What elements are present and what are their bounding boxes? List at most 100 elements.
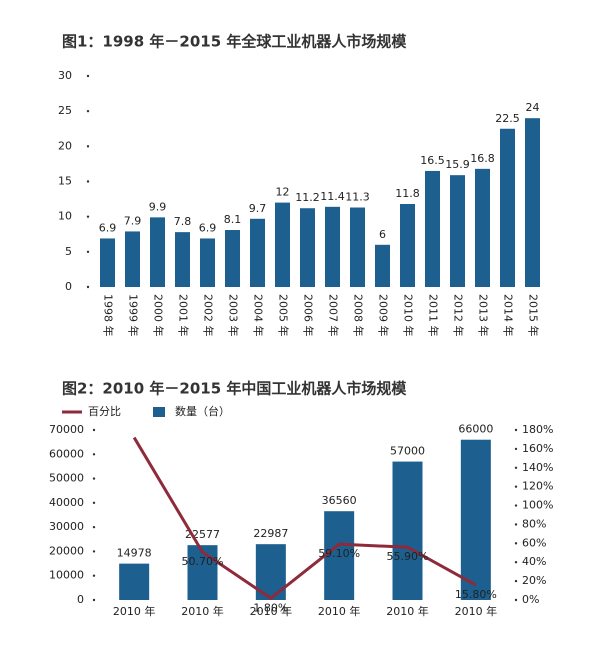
y-tick-label: 20 <box>58 139 72 152</box>
x-tick-label: 2012 年 <box>452 294 466 337</box>
data-label: 11.8 <box>395 187 420 200</box>
bar <box>325 206 340 287</box>
bar <box>525 118 540 287</box>
data-label: 6.9 <box>199 221 217 234</box>
bar <box>375 244 390 287</box>
y-tick-label: 15 <box>58 175 72 188</box>
x-tick-label: 2010 年 <box>181 604 224 618</box>
tick-mark <box>86 180 90 183</box>
bar <box>119 563 150 600</box>
x-tick-label: 2015 年 <box>527 294 541 337</box>
bar <box>225 230 240 287</box>
y-tick-label: 30000 <box>49 520 84 533</box>
data-label: 50.70% <box>182 555 224 568</box>
data-label: 12 <box>276 186 290 199</box>
chart-title: 图1：1998 年－2015 年全球工业机器人市场规模 <box>62 33 407 51</box>
y2-tick-label: 40% <box>522 555 546 568</box>
bar <box>275 202 290 287</box>
x-tick-label: 2010 年 <box>113 604 156 618</box>
data-label: 66000 <box>458 423 493 436</box>
legend-label: 数量（台） <box>175 404 230 418</box>
data-label: 11.3 <box>345 191 370 204</box>
y-tick-label: 0 <box>77 593 84 606</box>
y-tick-label: 10 <box>58 210 72 223</box>
y-tick-label: 10000 <box>49 569 84 582</box>
y2-tick-label: 20% <box>522 574 546 587</box>
bar <box>300 208 315 287</box>
bar <box>460 439 491 600</box>
y-tick-label: 60000 <box>49 447 84 460</box>
data-label: 57000 <box>390 445 425 458</box>
tick-mark <box>92 501 96 505</box>
bar <box>450 175 465 287</box>
y2-tick-label: 80% <box>522 517 546 530</box>
tick-mark <box>92 525 96 529</box>
tick-mark <box>514 447 518 451</box>
bar <box>500 128 515 287</box>
data-label: 55.90% <box>387 550 429 563</box>
y-tick-label: 25 <box>58 104 72 117</box>
x-tick-label: 2008 年 <box>352 294 366 337</box>
legend-swatch <box>153 407 165 417</box>
y2-tick-label: 60% <box>522 536 546 549</box>
x-tick-label: 1999 年 <box>127 294 141 337</box>
data-label: 16.5 <box>420 154 445 167</box>
tick-mark <box>514 523 518 526</box>
tick-mark <box>86 145 90 148</box>
bar <box>392 461 423 600</box>
tick-mark <box>514 579 518 583</box>
data-label: 11.4 <box>320 190 345 203</box>
bar <box>200 238 215 287</box>
tick-mark <box>92 453 96 456</box>
bar <box>100 238 115 287</box>
x-tick-label: 2010 年 <box>455 604 498 618</box>
data-label: 14978 <box>117 547 152 560</box>
x-tick-label: 2010 年 <box>386 604 429 618</box>
x-tick-label: 2014 年 <box>502 294 516 337</box>
tick-mark <box>514 542 518 545</box>
data-label: 7.9 <box>124 214 142 227</box>
tick-mark <box>92 477 96 480</box>
tick-mark <box>514 504 518 507</box>
y2-tick-label: 140% <box>522 461 553 474</box>
y2-tick-label: 180% <box>522 423 553 436</box>
tick-mark <box>86 74 90 78</box>
y-tick-label: 20000 <box>49 544 84 557</box>
chart-title: 图2：2010 年－2015 年中国工业机器人市场规模 <box>62 380 407 398</box>
y-tick-label: 70000 <box>49 423 84 436</box>
x-tick-label: 2005 年 <box>277 294 291 337</box>
y-tick-label: 5 <box>65 245 72 258</box>
data-label: 9.9 <box>149 200 167 213</box>
bar <box>150 217 165 287</box>
y2-tick-label: 120% <box>522 480 553 493</box>
data-label: 59.10% <box>318 547 360 560</box>
x-tick-label: 2010 年 <box>318 604 361 618</box>
data-label: 16.8 <box>470 152 495 165</box>
y-tick-label: 40000 <box>49 496 84 509</box>
y2-tick-label: 0% <box>522 593 539 606</box>
x-tick-label: 2007 年 <box>327 294 341 337</box>
tick-mark <box>514 598 518 602</box>
x-tick-label: 2000 年 <box>152 294 166 337</box>
tick-mark <box>92 428 96 432</box>
data-label: 15.80% <box>455 588 497 601</box>
data-label: 6.9 <box>99 221 117 234</box>
data-label: 7.8 <box>174 215 192 228</box>
data-label: 22987 <box>253 527 288 540</box>
bar <box>187 545 218 600</box>
bar <box>475 168 490 287</box>
y2-tick-label: 160% <box>522 442 553 455</box>
data-label: 1.80% <box>253 601 288 614</box>
x-tick-label: 2010 年 <box>402 294 416 337</box>
data-label: 8.1 <box>224 213 242 226</box>
tick-mark <box>514 485 518 488</box>
tick-mark <box>514 428 518 432</box>
x-tick-label: 2002 年 <box>202 294 216 337</box>
bar <box>425 170 440 287</box>
data-label: 36560 <box>322 494 357 507</box>
x-tick-label: 2013 年 <box>477 294 491 337</box>
tick-mark <box>92 598 96 602</box>
data-label: 15.9 <box>445 158 470 171</box>
x-tick-label: 1998 年 <box>102 294 116 337</box>
